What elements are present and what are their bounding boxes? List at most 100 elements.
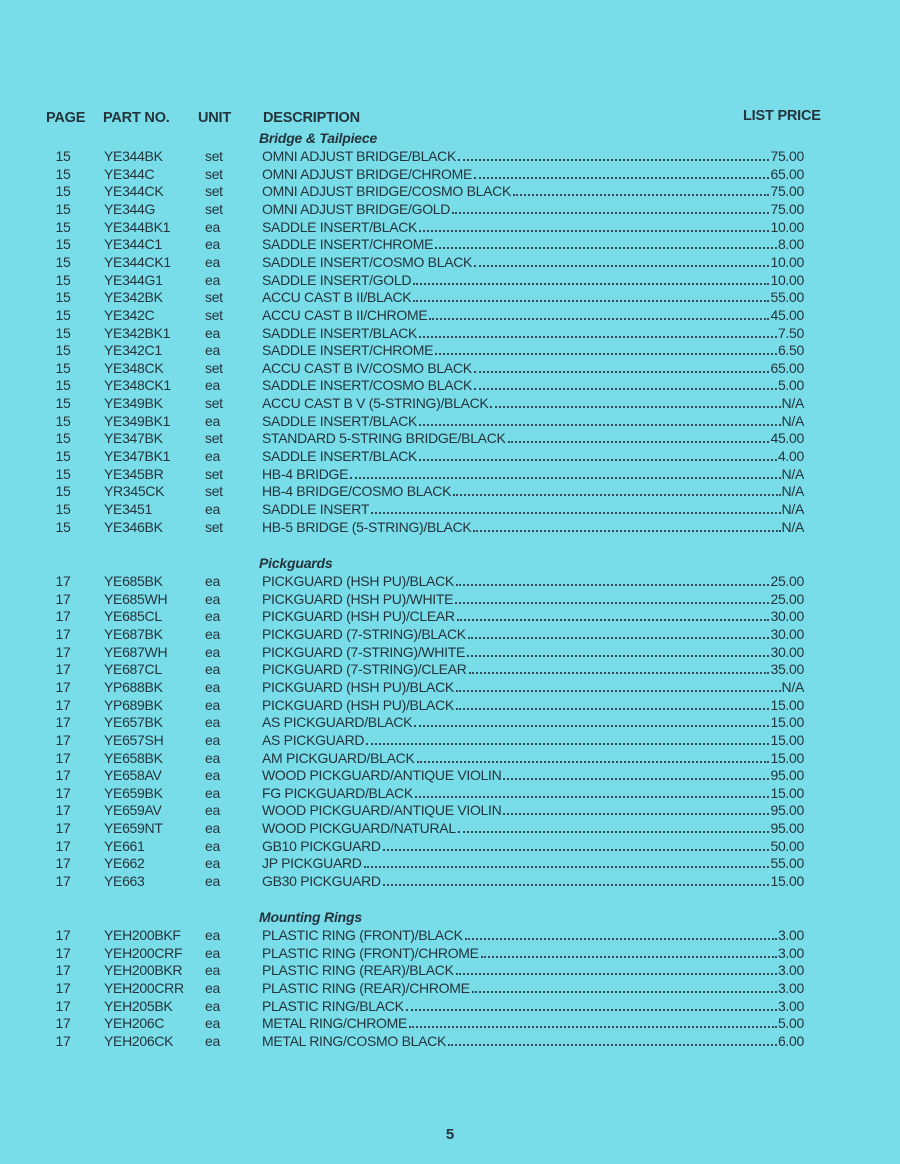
unit-cell: ea [205,927,220,943]
description-text: SADDLE INSERT [262,501,370,517]
part-no-cell: YE659AV [104,802,162,819]
list-price-text: 3.00 [777,979,804,996]
table-row: 17 YEH200BKR ea PLASTIC RING (REAR)/BLACK 3.… [0,962,900,979]
description-price-cell: PICKGUARD (7-STRING)/CLEAR 35.00 [262,661,804,678]
dot-leader [455,689,781,692]
description-price-cell: OMNI ADJUST BRIDGE/BLACK 75.00 [262,148,804,165]
table-row: 17 YP689BK ea PICKGUARD (HSH PU)/BLACK 15.00 [0,697,900,714]
list-price-text: 55.00 [770,289,804,306]
description-text: ACCU CAST B II/BLACK [262,289,412,306]
table-row: 15 YE344G set OMNI ADJUST BRIDGE/GOLD 75.00 [0,201,900,218]
page-cell: 17 [55,608,71,625]
list-price-text: 7.50 [777,324,804,341]
table-row: 15 YE3451 ea SADDLE INSERT N/A [0,501,900,518]
page-cell: 17 [55,873,71,890]
part-no-cell: YEH200BKR [104,962,183,979]
dot-leader [435,247,777,250]
description-price-cell: SADDLE INSERT/CHROME 8.00 [262,236,804,253]
part-no-cell: YE657SH [104,731,164,748]
description-text: HB-4 BRIDGE/COSMO BLACK [262,483,452,500]
unit-cell: ea [205,767,220,784]
dot-leader [455,601,770,604]
description-text: AM PICKGUARD/BLACK [262,749,415,766]
part-no-cell: YE342BK [104,289,163,306]
table-row: 17 YE685WH ea PICKGUARD (HSH PU)/WHITE 25.00 [0,591,900,608]
dot-leader [456,619,770,622]
unit-cell: ea [205,661,220,678]
part-no-cell: YE344G [104,200,156,217]
part-no-cell: YEH205BK [104,997,173,1014]
unit-cell: ea [205,324,220,341]
page-cell: 15 [55,324,71,341]
description-text: PICKGUARD (7-STRING)/WHITE [262,643,465,660]
description-price-cell: JP PICKGUARD 55.00 [262,855,804,872]
part-no-cell: YE342BK1 [104,324,171,341]
page-cell: 17 [55,625,71,642]
table-row: 17 YE687CL ea PICKGUARD (7-STRING)/CLEAR 35.… [0,661,900,678]
table-row: 15 YE344BK1 ea SADDLE INSERT/BLACK 10.00 [0,219,900,236]
unit-cell: set [205,483,223,500]
table-row: 15 YE349BK set ACCU CAST B V (5-STRING)/BLA… [0,395,900,412]
dot-leader [480,955,777,958]
table-row: 17 YE662 ea JP PICKGUARD 55.00 [0,855,900,872]
page-cell: 15 [55,501,71,517]
description-price-cell: SADDLE INSERT/BLACK 4.00 [262,448,804,465]
dot-leader [382,848,770,851]
description-text: ACCU CAST B IV/COSMO BLACK [262,359,472,376]
unit-cell: set [205,465,223,482]
description-text: SADDLE INSERT/CHROME [262,342,434,359]
list-price-text: N/A [781,501,805,517]
page-cell: 15 [55,377,71,394]
unit-cell: ea [205,377,220,394]
list-price-text: 10.00 [770,218,804,235]
table-row: 17 YP688BK ea PICKGUARD (HSH PU)/BLACK N/A [0,679,900,696]
description-text: SADDLE INSERT/COSMO BLACK [262,377,473,394]
unit-cell: set [205,395,223,412]
page-cell: 15 [55,448,71,465]
description-text: JP PICKGUARD [262,855,362,872]
page-cell: 15 [55,218,71,235]
dot-leader [453,494,781,497]
table-row: 15 YE345BR set HB-4 BRIDGE N/A [0,466,900,483]
part-no-cell: YEH200BKF [104,927,181,943]
unit-cell: ea [205,625,220,642]
list-price-text: 5.00 [777,377,804,394]
unit-cell: set [205,165,223,182]
header-page: PAGE [46,110,86,126]
description-price-cell: SADDLE INSERT/BLACK 10.00 [262,219,804,236]
part-no-cell: YE661 [104,837,145,854]
part-no-cell: YE344G1 [104,271,163,288]
list-price-text: 75.00 [770,148,804,164]
part-no-cell: YEH206CK [104,1032,174,1049]
list-price-text: 10.00 [770,253,804,270]
list-price-text: N/A [781,395,805,412]
table-row: 17 YEH200CRF ea PLASTIC RING (FRONT)/CHROME… [0,945,900,962]
description-text: PLASTIC RING (FRONT)/CHROME [262,944,479,961]
description-text: PLASTIC RING (REAR)/CHROME [262,979,470,996]
unit-cell: ea [205,253,220,270]
dot-leader [455,584,770,586]
list-price-text: 65.00 [770,165,804,182]
description-text: GB10 PICKGUARD [262,837,381,854]
description-price-cell: HB-4 BRIDGE N/A [262,466,804,483]
table-row: 15 YE347BK set STANDARD 5-STRING BRIDGE/BLA… [0,430,900,447]
part-no-cell: YE342C [104,306,155,323]
section-title: Pickguards [259,555,333,571]
unit-cell: set [205,518,223,535]
description-price-cell: WOOD PICKGUARD/ANTIQUE VIOLIN 95.00 [262,767,804,784]
description-price-cell: HB-4 BRIDGE/COSMO BLACK N/A [262,483,804,500]
header-description: DESCRIPTION [263,110,360,126]
list-price-text: 75.00 [770,200,804,217]
description-text: WOOD PICKGUARD/NATURAL [262,820,456,837]
table-row: 15 YR345CK set HB-4 BRIDGE/COSMO BLACK N/A [0,483,900,500]
dot-leader [490,406,781,409]
table-row: 17 YE661 ea GB10 PICKGUARD 50.00 [0,838,900,855]
description-text: OMNI ADJUST BRIDGE/BLACK [262,148,457,164]
unit-cell: ea [205,855,220,872]
table-row: 15 YE344G1 ea SADDLE INSERT/GOLD 10.00 [0,272,900,289]
unit-cell: ea [205,412,220,429]
description-price-cell: SADDLE INSERT/CHROME 6.50 [262,342,804,359]
list-price-text: 30.00 [770,643,804,660]
part-no-cell: YE657BK [104,714,163,731]
description-price-cell: SADDLE INSERT N/A [262,501,804,518]
